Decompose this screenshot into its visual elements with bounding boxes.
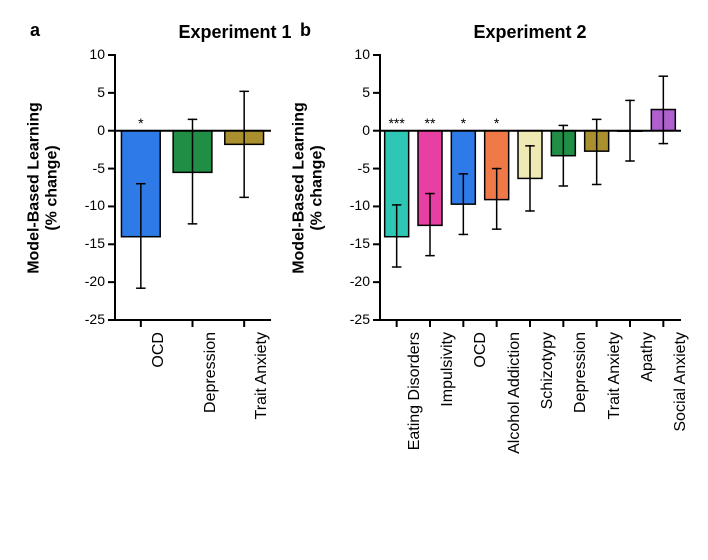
panelB-xlabel-5: Depression <box>572 332 590 497</box>
panelA-title: Experiment 1 <box>165 22 305 43</box>
panelB-ytick--5: -5 <box>340 160 370 176</box>
panelA-ytick-0: 0 <box>75 122 105 138</box>
panelA-xlabel-1: Depression <box>202 332 220 497</box>
panelB-ytick--15: -15 <box>340 235 370 251</box>
panelA-plot <box>107 53 272 328</box>
panelA-ytick--25: -25 <box>75 311 105 327</box>
panelB-sig-3: * <box>494 115 499 131</box>
panelB-ytick-10: 10 <box>340 46 370 62</box>
panelB-xlabel-3: Alcohol Addiction <box>506 332 524 497</box>
panelA-sig-0: * <box>138 115 143 131</box>
panelB-title: Experiment 2 <box>440 22 620 43</box>
panelB-xlabel-0: Eating Disorders <box>406 332 424 497</box>
panelB-xlabel-2: OCD <box>472 332 490 497</box>
panelB-ytick--10: -10 <box>340 197 370 213</box>
panelA-ytick--5: -5 <box>75 160 105 176</box>
panelA-label: a <box>30 20 40 41</box>
panelB-sig-2: * <box>461 115 466 131</box>
panelB-ylabel: Model-Based Learning (% change) <box>290 55 330 320</box>
panelB-xlabel-7: Apathy <box>639 332 657 497</box>
panelA-ytick--10: -10 <box>75 197 105 213</box>
panelA-ytick-5: 5 <box>75 84 105 100</box>
panelB-xlabel-1: Impulsivity <box>439 332 457 497</box>
panelA-ylabel: Model-Based Learning (% change) <box>25 55 65 320</box>
panelB-sig-0: *** <box>388 115 404 131</box>
panelB-label: b <box>300 20 311 41</box>
panelB-ytick--20: -20 <box>340 273 370 289</box>
panelB-xlabel-4: Schizotypy <box>539 332 557 497</box>
panelA-xlabel-0: OCD <box>150 332 168 497</box>
panelB-plot <box>372 53 682 328</box>
panelB-ytick-0: 0 <box>340 122 370 138</box>
panelA-ytick-10: 10 <box>75 46 105 62</box>
panelB-ytick--25: -25 <box>340 311 370 327</box>
panelB-ytick-5: 5 <box>340 84 370 100</box>
panelB-sig-1: ** <box>425 115 436 131</box>
figure: a Experiment 1 Model-Based Learning (% cha… <box>0 0 708 560</box>
panelA-ytick--15: -15 <box>75 235 105 251</box>
panelB-xlabel-6: Trait Anxiety <box>606 332 624 497</box>
panelA-xlabel-2: Trait Anxiety <box>253 332 271 497</box>
panelA-ytick--20: -20 <box>75 273 105 289</box>
panelB-xlabel-8: Social Anxiety <box>672 332 690 497</box>
